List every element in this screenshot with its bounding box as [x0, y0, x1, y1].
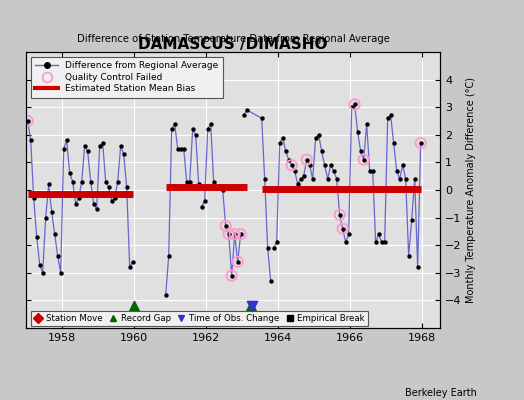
Point: [227, 272, 236, 279]
Legend: Station Move, Record Gap, Time of Obs. Change, Empirical Break: Station Move, Record Gap, Time of Obs. C…: [30, 310, 368, 326]
Point: [130, 303, 138, 309]
Point: [302, 156, 311, 163]
Point: [359, 156, 368, 163]
Point: [231, 231, 239, 237]
Point: [417, 140, 425, 146]
Point: [236, 231, 245, 237]
Point: [351, 101, 359, 108]
Point: [248, 303, 256, 309]
Title: DAMASCUS /DIMASHO: DAMASCUS /DIMASHO: [138, 37, 328, 52]
Point: [247, 303, 255, 309]
Y-axis label: Monthly Temperature Anomaly Difference (°C): Monthly Temperature Anomaly Difference (…: [466, 77, 476, 303]
Point: [288, 162, 296, 168]
Point: [339, 226, 347, 232]
Point: [335, 212, 344, 218]
Point: [224, 231, 233, 237]
Point: [234, 258, 242, 265]
Text: Berkeley Earth: Berkeley Earth: [405, 388, 477, 398]
Point: [222, 223, 230, 229]
Point: [24, 118, 32, 124]
Text: Difference of Station Temperature Data from Regional Average: Difference of Station Temperature Data f…: [77, 34, 390, 44]
